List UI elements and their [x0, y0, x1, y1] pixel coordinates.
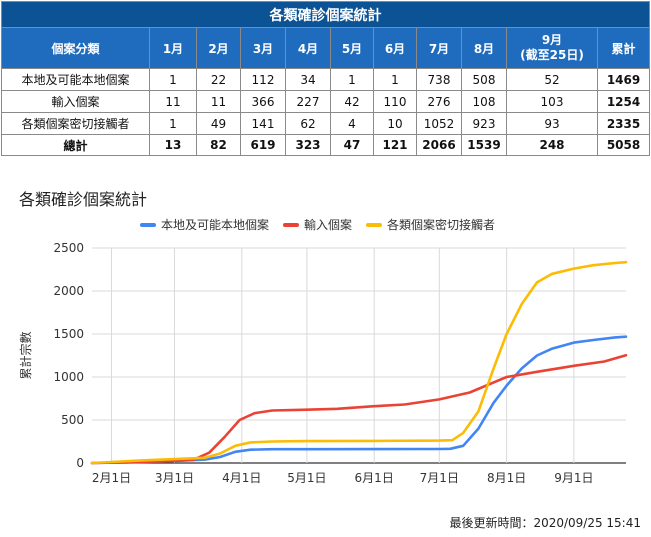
total-cell: 1539 [461, 134, 507, 156]
table-cell: 1 [149, 112, 197, 135]
table-cell: 108 [461, 90, 507, 113]
total-label: 總計 [1, 134, 150, 156]
stats-table: 各類確診個案統計 個案分類 1月 2月 3月 4月 5月 6月 7月 8月 9月… [0, 1, 651, 156]
table-header-row: 個案分類 1月 2月 3月 4月 5月 6月 7月 8月 9月 (截至25日) … [1, 27, 651, 69]
series-line-3 [90, 260, 628, 465]
table-title-row: 各類確診個案統計 [0, 1, 651, 28]
grand-total-cell: 5058 [596, 134, 651, 156]
table-title: 各類確診個案統計 [0, 1, 651, 28]
table-cell: 1052 [416, 112, 462, 135]
table-cell: 738 [416, 68, 462, 91]
row-label: 各類個案密切接觸者 [1, 112, 150, 135]
table-cell: 103 [506, 90, 598, 113]
table-cell: 508 [461, 68, 507, 91]
x-tick-label: 3月1日 [155, 471, 194, 485]
x-tick-label: 5月1日 [287, 471, 326, 485]
total-cell: 323 [285, 134, 331, 156]
header-feb: 2月 [196, 27, 241, 69]
x-tick-label: 6月1日 [355, 471, 394, 485]
header-sep-note: (截至25日) [520, 48, 584, 62]
last-updated: 最後更新時間：2020/09/25 15:41 [449, 516, 641, 530]
header-mar: 3月 [240, 27, 286, 69]
row-total-cell: 1469 [596, 68, 651, 91]
y-tick-label: 500 [61, 413, 84, 427]
header-total: 累計 [596, 27, 651, 69]
table-cell: 49 [196, 112, 241, 135]
line-chart: 0 500 1000 1500 2000 2500 2月1日 3月1日 4月1日 5月1日 6月1日… [18, 241, 628, 485]
series-line-1 [90, 335, 628, 465]
table-total-row: 總計 13 82 619 323 47 121 2066 1539 248 50… [1, 134, 651, 156]
row-label: 輸入個案 [1, 90, 150, 113]
legend-label: 各類個案密切接觸者 [387, 218, 496, 232]
legend-label: 本地及可能本地個案 [161, 218, 270, 232]
table-cell: 1 [373, 68, 417, 91]
row-total-cell: 1254 [596, 90, 651, 113]
table-cell: 34 [285, 68, 331, 91]
x-tick-label: 7月1日 [420, 471, 459, 485]
row-label: 本地及可能本地個案 [1, 68, 150, 91]
legend-item: 輸入個案 [283, 216, 352, 233]
x-tick-label: 8月1日 [487, 471, 526, 485]
header-category: 個案分類 [1, 27, 150, 69]
y-axis-label: 累計宗數 [18, 331, 33, 379]
table-cell: 10 [373, 112, 417, 135]
table-row: 各類個案密切接觸者 1 49 141 62 4 10 1052 923 93 2… [1, 112, 651, 135]
x-tick-label: 9月1日 [554, 471, 593, 485]
total-cell: 2066 [416, 134, 462, 156]
total-cell: 619 [240, 134, 286, 156]
table-cell: 11 [149, 90, 197, 113]
legend-swatch [140, 222, 156, 227]
table-cell: 11 [196, 90, 241, 113]
legend-swatch [283, 222, 300, 227]
header-may: 5月 [330, 27, 374, 69]
total-cell: 248 [506, 134, 598, 156]
y-tick-label: 1500 [53, 327, 84, 341]
legend-item: 本地及可能本地個案 [140, 216, 269, 233]
y-tick-label: 0 [76, 456, 84, 470]
table-cell: 22 [196, 68, 241, 91]
header-sep-month: 9月 [541, 33, 563, 47]
total-cell: 82 [196, 134, 241, 156]
table-cell: 4 [330, 112, 374, 135]
header-sep: 9月 (截至25日) [506, 27, 598, 69]
total-cell: 47 [330, 134, 374, 156]
table-cell: 52 [506, 68, 598, 91]
row-total-cell: 2335 [596, 112, 651, 135]
table-row: 輸入個案 11 11 366 227 42 110 276 108 103 12… [1, 90, 651, 113]
table-cell: 112 [240, 68, 286, 91]
series-line-2 [90, 353, 628, 465]
header-apr: 4月 [285, 27, 331, 69]
legend-item: 各類個案密切接觸者 [366, 216, 495, 233]
table-row: 本地及可能本地個案 1 22 112 34 1 1 738 508 52 146… [1, 68, 651, 91]
table-cell: 1 [330, 68, 374, 91]
chart-legend: 本地及可能本地個案 輸入個案 各類個案密切接觸者 [140, 216, 495, 233]
table-cell: 141 [240, 112, 286, 135]
total-cell: 13 [149, 134, 197, 156]
table-cell: 923 [461, 112, 507, 135]
table-cell: 366 [240, 90, 286, 113]
header-aug: 8月 [461, 27, 507, 69]
x-tick-label: 2月1日 [92, 471, 131, 485]
legend-swatch [366, 222, 383, 227]
table-cell: 1 [149, 68, 197, 91]
chart-panel: 0 500 1000 1500 2000 2500 2月1日 3月1日 4月1日 5月1日 6月1日… [0, 172, 649, 512]
table-cell: 227 [285, 90, 331, 113]
y-tick-label: 1000 [53, 370, 84, 384]
table-cell: 276 [416, 90, 462, 113]
header-jan: 1月 [149, 27, 197, 69]
table-cell: 93 [506, 112, 598, 135]
header-jun: 6月 [373, 27, 417, 69]
table-cell: 110 [373, 90, 417, 113]
y-tick-label: 2500 [53, 241, 84, 255]
y-tick-label: 2000 [53, 284, 84, 298]
header-jul: 7月 [416, 27, 462, 69]
x-tick-label: 4月1日 [222, 471, 261, 485]
legend-label: 輸入個案 [304, 218, 353, 232]
table-cell: 42 [330, 90, 374, 113]
table-cell: 62 [285, 112, 331, 135]
chart-title: 各類確診個案統計 [19, 190, 148, 209]
total-cell: 121 [373, 134, 417, 156]
